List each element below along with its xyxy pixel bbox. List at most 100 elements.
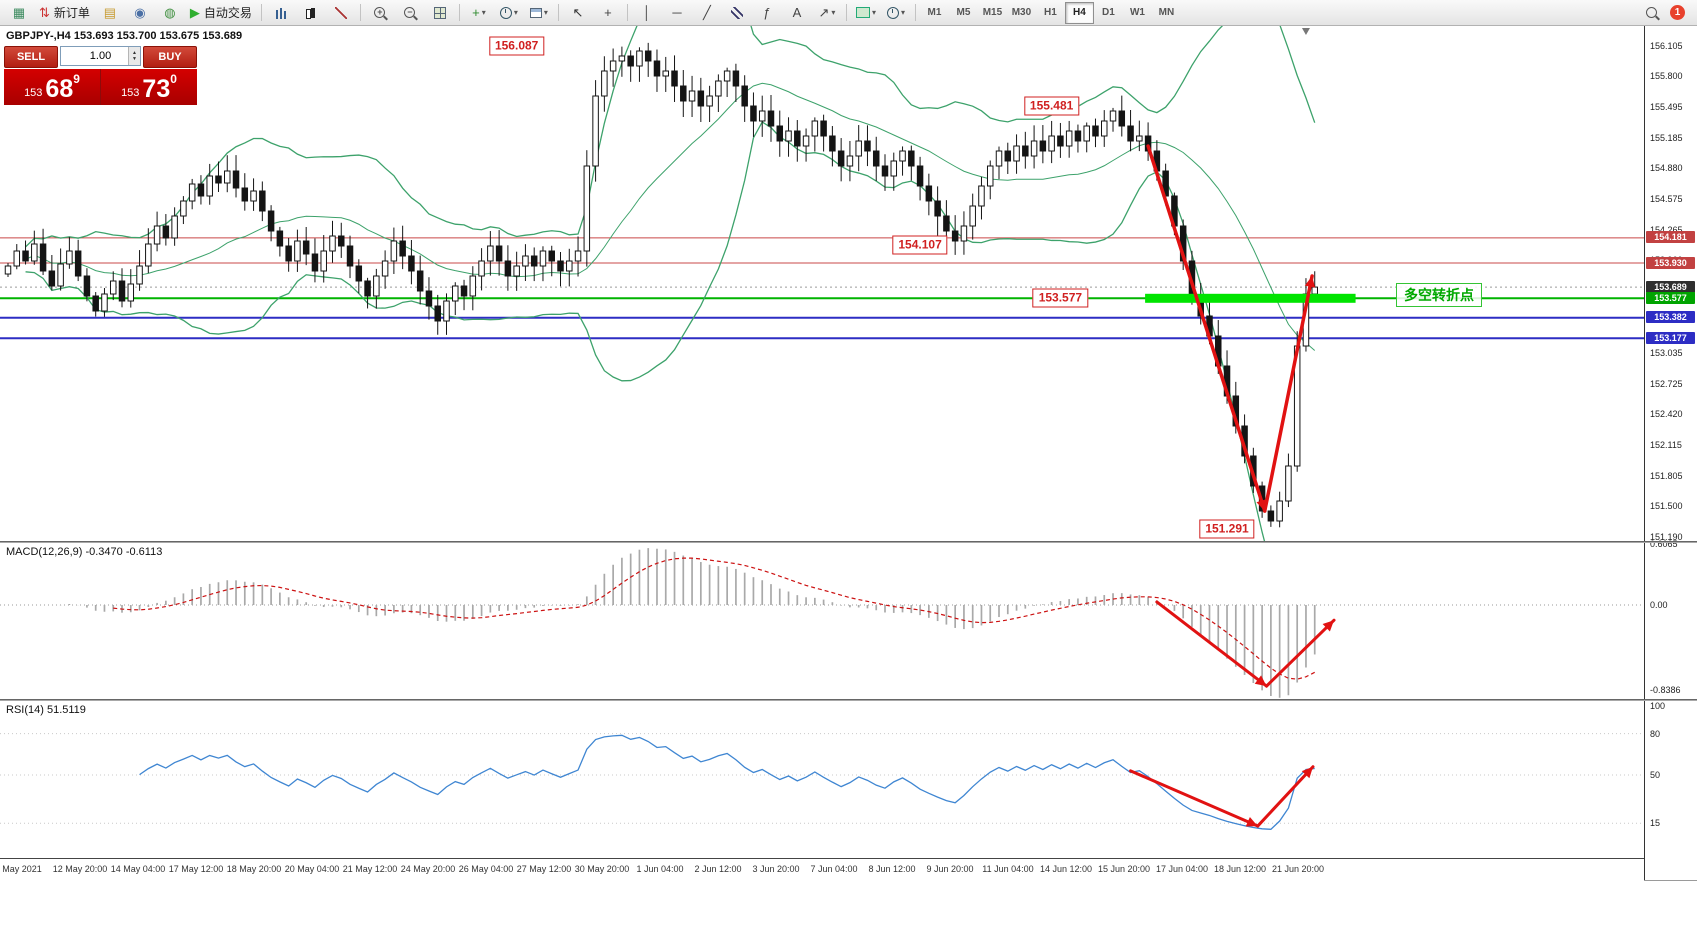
vertical-line-icon[interactable]: │ bbox=[633, 1, 661, 25]
price-level-label-153.177: 153.177 bbox=[1646, 331, 1695, 344]
timeframe-mn[interactable]: MN bbox=[1158, 7, 1175, 18]
chevron-down-icon[interactable]: ▾ bbox=[871, 8, 876, 17]
bollinger-lower-band bbox=[25, 121, 1266, 541]
chart-shift-marker[interactable] bbox=[1301, 28, 1310, 35]
price-level-label-153.930: 153.930 bbox=[1646, 256, 1695, 269]
rsi-canvas[interactable] bbox=[0, 701, 1644, 858]
time-tick-label: 30 May 20:00 bbox=[574, 864, 630, 874]
auto-trading-button-label: 自动交易 bbox=[203, 6, 252, 20]
tile-windows-icon bbox=[433, 6, 446, 19]
macd-panel[interactable]: MACD(12,26,9) -0.3470 -0.6113 bbox=[0, 543, 1644, 699]
timeframe-w1[interactable]: W1 bbox=[1129, 7, 1145, 18]
rsi-line bbox=[139, 734, 1315, 830]
timeframe-m30[interactable]: M30 bbox=[1011, 7, 1032, 18]
crosshair-icon[interactable]: + bbox=[594, 1, 622, 25]
main-chart-canvas[interactable] bbox=[0, 26, 1644, 541]
time-axis[interactable]: May 2021 12 May 20:00 14 May 04:00 17 May 1… bbox=[0, 858, 1644, 881]
time-tick-label: 7 Jun 04:00 bbox=[810, 864, 858, 874]
text-icon[interactable]: A bbox=[783, 1, 811, 25]
macd-signal-line bbox=[113, 557, 1316, 680]
price-level-label-153.382: 153.382 bbox=[1646, 311, 1695, 324]
trend-arrow[interactable] bbox=[1301, 766, 1313, 779]
price-annotation-154.107[interactable]: 154.107 bbox=[892, 235, 948, 255]
spinner-up-icon[interactable]: ▲ bbox=[132, 50, 137, 56]
macd-canvas[interactable] bbox=[0, 543, 1644, 699]
chart-window-icon[interactable]: ▦ bbox=[5, 1, 33, 25]
trend-arrow[interactable] bbox=[1245, 817, 1258, 827]
tile-windows-icon[interactable] bbox=[426, 1, 454, 25]
price-annotation-156.087[interactable]: 156.087 bbox=[488, 36, 545, 56]
bollinger-middle-band bbox=[25, 82, 1316, 351]
timeframe-h1[interactable]: H1 bbox=[1044, 7, 1057, 18]
timeframe-m5[interactable]: M5 bbox=[956, 7, 971, 18]
new-order-button[interactable]: ⇅ 新订单 bbox=[35, 1, 94, 25]
notification-badge[interactable]: 1 bbox=[1670, 5, 1685, 20]
spinner-down-icon[interactable]: ▼ bbox=[132, 56, 137, 62]
macd-scale-tick: -0.8386 bbox=[1650, 685, 1681, 696]
timeframe-h4[interactable]: H4 bbox=[1064, 1, 1094, 24]
timeframe-d1[interactable]: D1 bbox=[1102, 7, 1115, 18]
zoom-out-icon[interactable] bbox=[396, 1, 424, 25]
macd-scale-tick: 0.6065 bbox=[1650, 538, 1678, 549]
sell-price-display[interactable]: 153 68 9 bbox=[4, 69, 100, 105]
periods-icon[interactable]: ▾ bbox=[495, 1, 523, 25]
shapes-icon[interactable]: ▾ bbox=[852, 1, 880, 25]
price-annotation-155.481[interactable]: 155.481 bbox=[1023, 96, 1080, 116]
new-order-icon: ⇅ bbox=[39, 5, 50, 20]
volume-input[interactable] bbox=[60, 46, 141, 66]
chevron-down-icon[interactable]: ▾ bbox=[513, 8, 518, 17]
timeframe-m1[interactable]: M1 bbox=[927, 7, 942, 18]
support-zone-bar[interactable] bbox=[1145, 293, 1356, 303]
horizontal-line-icon[interactable]: ─ bbox=[663, 1, 691, 25]
zoom-in-icon[interactable] bbox=[366, 1, 394, 25]
trendline-icon: ╱ bbox=[703, 5, 711, 20]
cycles-icon[interactable]: ▾ bbox=[882, 1, 910, 25]
candles bbox=[4, 42, 1318, 528]
community-icon[interactable]: ◍ bbox=[156, 1, 184, 25]
time-tick-label: 27 May 12:00 bbox=[516, 864, 572, 874]
cursor-icon[interactable]: ↖ bbox=[564, 1, 592, 25]
trendline-icon[interactable]: ╱ bbox=[693, 1, 721, 25]
timeframe-m15[interactable]: M15 bbox=[982, 7, 1003, 18]
trend-arrow[interactable] bbox=[1254, 675, 1267, 687]
main-toolbar: ▦⇅新订单▤◉◍▶自动交易+▾▾▾↖+│─╱ƒA↗▾▾▾M1M5M15M30H1… bbox=[0, 0, 1697, 26]
trend-arrow[interactable] bbox=[1304, 276, 1316, 288]
sell-button[interactable]: SELL bbox=[4, 46, 58, 68]
bar-chart-icon[interactable] bbox=[267, 1, 295, 25]
fibonacci-icon[interactable]: ƒ bbox=[753, 1, 781, 25]
candlestick-icon[interactable] bbox=[297, 1, 325, 25]
chevron-down-icon[interactable]: ▾ bbox=[543, 8, 548, 17]
profile-icon[interactable]: ◉ bbox=[126, 1, 154, 25]
templates-icon[interactable]: ▾ bbox=[525, 1, 553, 25]
chevron-down-icon[interactable]: ▾ bbox=[900, 8, 905, 17]
volume-stepper[interactable]: ▲▼ bbox=[60, 46, 141, 68]
line-chart-icon[interactable] bbox=[327, 1, 355, 25]
indicators-icon[interactable]: + ▾ bbox=[465, 1, 493, 25]
toolbar-separator bbox=[458, 4, 460, 21]
trend-arrow[interactable] bbox=[1322, 620, 1334, 632]
macd-readout: MACD(12,26,9) -0.3470 -0.6113 bbox=[6, 546, 163, 558]
price-scale[interactable]: 156.105 155.800 155.495 155.185 154.880 154.5… bbox=[1644, 26, 1697, 880]
panel-splitter-2[interactable] bbox=[0, 699, 1697, 701]
channel-icon[interactable] bbox=[723, 1, 751, 25]
time-tick-label: 21 Jun 20:00 bbox=[1271, 864, 1325, 874]
auto-trading-button[interactable]: ▶ 自动交易 bbox=[186, 1, 256, 25]
panel-splitter-1[interactable] bbox=[0, 541, 1697, 543]
rsi-panel[interactable]: RSI(14) 51.5119 bbox=[0, 701, 1644, 858]
time-tick-label: 3 Jun 20:00 bbox=[752, 864, 800, 874]
arrows-tool-icon[interactable]: ↗ ▾ bbox=[813, 1, 841, 25]
buy-price-display[interactable]: 153 73 0 bbox=[101, 69, 197, 105]
toolbar-separator bbox=[845, 4, 847, 21]
chevron-down-icon[interactable]: ▾ bbox=[481, 8, 486, 17]
turning-point-label[interactable]: 多空转折点 bbox=[1396, 283, 1482, 307]
arrows-tool-icon: ↗ bbox=[818, 5, 830, 20]
chevron-down-icon[interactable]: ▾ bbox=[831, 8, 836, 17]
main-price-panel[interactable]: GBPJPY-,H4 153.693 153.700 153.675 153.6… bbox=[0, 26, 1644, 541]
buy-button[interactable]: BUY bbox=[143, 46, 197, 68]
price-annotation-153.577[interactable]: 153.577 bbox=[1032, 288, 1089, 308]
search-icon[interactable] bbox=[1637, 1, 1665, 25]
vertical-line-icon: │ bbox=[642, 5, 651, 20]
volume-spinner[interactable]: ▲ ▼ bbox=[128, 47, 140, 65]
market-watch-icon[interactable]: ▤ bbox=[96, 1, 124, 25]
price-annotation-151.291[interactable]: 151.291 bbox=[1199, 519, 1255, 539]
